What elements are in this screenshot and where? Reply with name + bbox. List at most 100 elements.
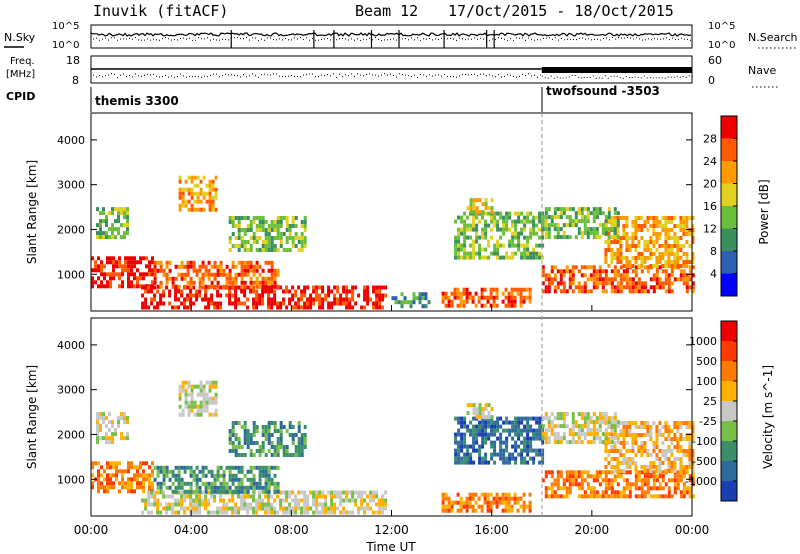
heatmap-cell	[598, 211, 602, 216]
heatmap-cell	[649, 285, 653, 290]
heatmap-cell	[201, 272, 205, 277]
heatmap-cell	[267, 248, 271, 252]
heatmap-cell	[282, 216, 286, 220]
nsearch-point	[570, 39, 571, 41]
heatmap-cell	[261, 473, 265, 478]
heatmap-cell	[162, 465, 166, 470]
nave-point	[459, 75, 460, 77]
nsearch-tick-bottom: 10^0	[708, 40, 735, 51]
heatmap-cell	[478, 235, 482, 240]
heatmap-cell	[544, 223, 548, 228]
heatmap-cell	[240, 445, 244, 449]
heatmap-cell	[562, 207, 566, 212]
heatmap-cell	[589, 416, 593, 421]
heatmap-cell	[466, 223, 470, 228]
heatmap-cell	[118, 272, 121, 277]
heatmap-cell	[514, 227, 518, 232]
heatmap-cell	[562, 424, 566, 429]
nave-point	[544, 77, 546, 79]
heatmap-cell	[616, 285, 620, 290]
heatmap-cell	[529, 219, 533, 224]
heatmap-cell	[249, 437, 253, 441]
heatmap-cell	[156, 284, 160, 289]
heatmap-cell	[199, 400, 203, 405]
heatmap-cell	[400, 292, 404, 297]
heatmap-cell	[535, 251, 539, 256]
heatmap-cell	[483, 287, 487, 292]
heatmap-cell	[472, 223, 476, 228]
heatmap-cell	[237, 232, 241, 236]
nave-point	[411, 75, 412, 77]
heatmap-cell	[210, 301, 214, 306]
heatmap-cell	[646, 486, 650, 491]
heatmap-cell	[673, 256, 677, 260]
heatmap-cell	[691, 228, 695, 232]
heatmap-cell	[625, 421, 629, 425]
heatmap-cell	[252, 433, 256, 437]
heatmap-cell	[255, 289, 259, 294]
heatmap-cell	[517, 239, 521, 244]
heatmap-cell	[519, 295, 523, 300]
nave-point	[348, 75, 349, 77]
heatmap-cell	[505, 428, 509, 433]
nsearch-point	[279, 38, 280, 40]
heatmap-cell	[255, 506, 259, 511]
heatmap-cell	[174, 465, 178, 470]
nsearch-point	[513, 39, 514, 41]
heatmap-cell	[174, 289, 178, 294]
heatmap-cell	[252, 240, 256, 244]
heatmap-cell	[484, 227, 488, 232]
heatmap-cell	[667, 494, 671, 499]
heatmap-cell	[300, 232, 304, 236]
heatmap-cell	[381, 498, 385, 503]
heatmap-cell	[243, 506, 247, 511]
heatmap-cell	[354, 285, 358, 290]
heatmap-cell	[136, 485, 139, 490]
heatmap-cell	[219, 285, 223, 290]
heatmap-cell	[604, 420, 608, 425]
heatmap-cell	[243, 494, 247, 499]
heatmap-cell	[637, 240, 641, 244]
heatmap-cell	[171, 276, 175, 281]
heatmap-cell	[270, 236, 274, 240]
heatmap-cell	[538, 420, 542, 425]
nave-tick-top: 60	[708, 54, 722, 67]
heatmap-cell	[150, 285, 154, 290]
heatmap-cell	[213, 272, 217, 277]
power-heatmap	[91, 175, 695, 310]
heatmap-cell	[559, 424, 563, 429]
heatmap-cell	[592, 494, 596, 499]
nave-point	[180, 73, 181, 75]
nsearch-point	[354, 39, 355, 41]
heatmap-cell	[181, 187, 185, 192]
heatmap-cell	[535, 436, 539, 441]
heatmap-cell	[574, 235, 578, 240]
heatmap-cell	[622, 285, 626, 290]
heatmap-cell	[475, 424, 479, 429]
heatmap-cell	[604, 223, 608, 228]
heatmap-cell	[213, 301, 217, 306]
heatmap-cell	[252, 421, 256, 425]
heatmap-cell	[210, 481, 214, 486]
heatmap-cell	[216, 284, 220, 289]
heatmap-cell	[550, 412, 554, 417]
heatmap-cell	[126, 215, 129, 220]
heatmap-cell	[510, 508, 514, 513]
heatmap-cell	[631, 457, 635, 461]
heatmap-cell	[682, 273, 686, 278]
heatmap-cell	[234, 437, 238, 441]
heatmap-cell	[381, 285, 385, 290]
heatmap-cell	[196, 412, 200, 417]
heatmap-cell	[412, 292, 416, 297]
heatmap-cell	[568, 428, 572, 433]
heatmap-cell	[303, 425, 307, 429]
heatmap-cell	[198, 276, 202, 281]
heatmap-cell	[351, 498, 355, 503]
heatmap-cell	[679, 236, 683, 240]
heatmap-cell	[532, 247, 536, 252]
heatmap-cell	[562, 211, 566, 216]
heatmap-cell	[288, 421, 292, 425]
heatmap-cell	[213, 510, 217, 515]
heatmap-cell	[637, 244, 641, 248]
heatmap-cell	[210, 489, 214, 494]
